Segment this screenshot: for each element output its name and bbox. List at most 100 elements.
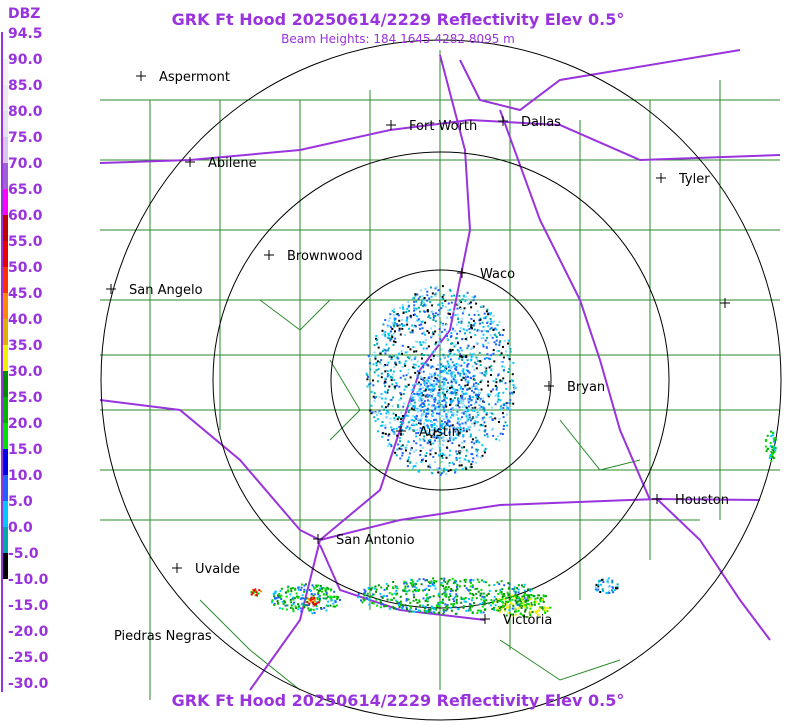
echo-pixel — [450, 379, 453, 382]
echo-pixel — [460, 400, 463, 403]
echo-pixel — [445, 586, 448, 589]
echo-pixel — [437, 427, 440, 430]
echo-pixel — [429, 301, 432, 304]
echo-pixel — [450, 400, 453, 402]
echo-pixel — [452, 603, 455, 606]
echo-pixel — [531, 611, 534, 614]
echo-pixel — [513, 595, 516, 598]
echo-pixel — [465, 339, 468, 342]
echo-pixel — [483, 401, 486, 403]
echo-pixel — [443, 377, 446, 380]
echo-pixel — [537, 614, 539, 617]
echo-pixel — [422, 362, 425, 365]
echo-pixel — [427, 379, 430, 382]
city-marker — [264, 250, 274, 260]
echo-pixel — [420, 409, 423, 412]
echo-pixel — [402, 605, 404, 608]
echo-pixel — [406, 590, 409, 593]
city-label: Fort Worth — [409, 119, 477, 134]
echo-pixel — [294, 588, 297, 591]
echo-pixel — [383, 332, 386, 335]
echo-pixel — [431, 304, 434, 307]
echo-pixel — [468, 597, 470, 600]
echo-pixel — [460, 402, 463, 405]
echo-pixel — [394, 585, 397, 588]
echo-pixel — [465, 454, 467, 457]
echo-pixel — [493, 320, 495, 323]
echo-pixel — [366, 592, 369, 595]
echo-pixel — [393, 607, 396, 610]
echo-pixel — [460, 320, 463, 323]
echo-pixel — [472, 299, 475, 302]
echo-pixel — [505, 350, 507, 353]
echo-pixel — [413, 589, 416, 591]
echo-pixel — [428, 314, 431, 317]
echo-pixel — [430, 424, 433, 427]
echo-pixel — [474, 436, 477, 439]
echo-pixel — [479, 602, 482, 605]
echo-pixel — [506, 591, 509, 594]
echo-pixel — [440, 577, 443, 580]
echo-pixel — [491, 320, 494, 323]
echo-pixel — [426, 393, 429, 396]
echo-pixel — [450, 384, 453, 387]
echo-pixel — [454, 430, 457, 433]
echo-pixel — [418, 399, 420, 402]
echo-pixel — [439, 377, 441, 380]
echo-pixel — [502, 425, 505, 427]
echo-pixel — [523, 606, 526, 608]
echo-pixel — [471, 327, 473, 330]
echo-pixel — [326, 595, 329, 598]
echo-pixel — [398, 324, 401, 327]
echo-pixel — [419, 427, 422, 430]
echo-pixel — [374, 357, 377, 360]
echo-pixel — [465, 413, 468, 416]
echo-pixel — [467, 381, 470, 384]
echo-pixel — [462, 368, 465, 371]
echo-pixel — [432, 316, 435, 319]
echo-pixel — [423, 331, 425, 334]
echo-pixel — [374, 355, 377, 358]
echo-pixel — [419, 392, 422, 395]
echo-pixel — [401, 454, 404, 457]
echo-pixel — [432, 319, 435, 321]
echo-pixel — [457, 342, 459, 345]
echo-pixel — [476, 397, 479, 400]
echo-pixel — [310, 596, 313, 599]
echo-pixel — [469, 608, 472, 611]
echo-pixel — [443, 395, 445, 398]
echo-pixel — [454, 394, 457, 396]
echo-pixel — [493, 333, 496, 336]
echo-pixel — [398, 398, 401, 401]
echo-pixel — [465, 406, 468, 409]
echo-pixel — [472, 355, 475, 357]
echo-pixel — [508, 389, 511, 392]
echo-pixel — [480, 337, 483, 340]
echo-pixel — [425, 347, 428, 350]
echo-pixel — [469, 396, 472, 399]
echo-pixel — [384, 432, 387, 435]
echo-pixel — [476, 310, 479, 313]
echo-pixel — [445, 371, 448, 374]
legend-swatch — [3, 501, 8, 527]
echo-pixel — [438, 328, 441, 331]
echo-pixel — [491, 412, 494, 415]
echo-pixel — [490, 326, 493, 329]
echo-pixel — [413, 399, 416, 401]
echo-pixel — [448, 462, 451, 464]
echo-pixel — [479, 322, 481, 325]
echo-pixel — [430, 388, 433, 391]
echo-pixel — [417, 408, 420, 411]
echo-pixel — [464, 384, 467, 387]
echo-pixel — [385, 595, 388, 598]
echo-pixel — [391, 405, 394, 408]
echo-pixel — [459, 330, 462, 333]
echo-pixel — [457, 372, 460, 375]
echo-pixel — [389, 317, 392, 320]
echo-pixel — [392, 597, 395, 600]
legend-swatch — [3, 137, 8, 163]
echo-pixel — [391, 593, 394, 596]
echo-pixel — [426, 407, 429, 410]
echo-pixel — [480, 609, 482, 612]
echo-pixel — [419, 453, 422, 456]
